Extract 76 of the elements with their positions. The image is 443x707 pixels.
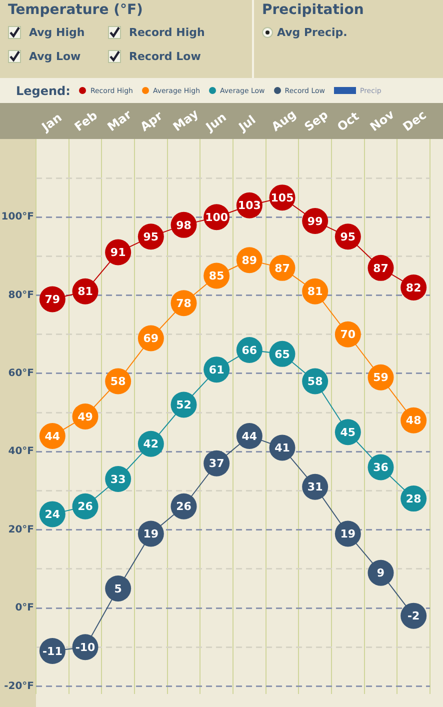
data-label: 105 bbox=[270, 191, 294, 204]
x-tick-label: Aug bbox=[268, 107, 299, 134]
data-label: 52 bbox=[176, 398, 192, 412]
data-label: -10 bbox=[75, 640, 96, 654]
x-tick-label: Nov bbox=[367, 107, 397, 134]
data-label: 91 bbox=[110, 246, 126, 260]
data-label: 82 bbox=[406, 281, 422, 294]
point bbox=[368, 560, 394, 586]
text: Temperature (°F) bbox=[8, 2, 144, 18]
data-label: 78 bbox=[176, 296, 192, 310]
data-label: 42 bbox=[143, 438, 159, 451]
x-tick-label: Feb bbox=[72, 108, 100, 134]
data-label: -11 bbox=[42, 644, 62, 658]
data-label: 58 bbox=[110, 375, 126, 388]
y-tick-label: 0°F bbox=[15, 602, 34, 614]
data-label: 70 bbox=[340, 328, 356, 342]
data-label: 69 bbox=[143, 332, 159, 346]
data-label: 24 bbox=[44, 508, 60, 522]
data-label: 48 bbox=[406, 414, 422, 428]
text: Record High bbox=[129, 26, 205, 38]
data-label: 89 bbox=[242, 254, 258, 267]
data-label: 61 bbox=[208, 363, 224, 376]
data-label: 79 bbox=[44, 293, 60, 306]
data-label: 26 bbox=[78, 500, 94, 514]
data-label: 66 bbox=[242, 344, 258, 357]
data-label: 99 bbox=[307, 214, 323, 228]
data-label: 59 bbox=[373, 371, 388, 384]
data-label: 37 bbox=[208, 457, 224, 470]
text: Legend: bbox=[16, 84, 70, 98]
data-label: 85 bbox=[208, 270, 224, 283]
data-label: 100 bbox=[205, 210, 228, 224]
data-label: 28 bbox=[406, 492, 422, 506]
y-tick-label: 20°F bbox=[8, 524, 34, 536]
data-label: 31 bbox=[307, 480, 323, 494]
x-tick-label: Sep bbox=[302, 107, 331, 134]
point bbox=[105, 575, 132, 602]
data-label: 5 bbox=[114, 582, 122, 596]
data-label: 81 bbox=[307, 285, 323, 298]
x-tick-label: Mar bbox=[104, 107, 134, 134]
data-label: 81 bbox=[78, 285, 93, 298]
data-label: 65 bbox=[274, 348, 290, 361]
text: Avg Precip. bbox=[277, 26, 348, 38]
text: Precipitation bbox=[262, 2, 364, 18]
data-label: 87 bbox=[274, 262, 290, 275]
text: Avg High bbox=[29, 26, 85, 38]
x-tick-label: Jun bbox=[202, 110, 229, 135]
data-label: 95 bbox=[143, 230, 159, 244]
data-label: 87 bbox=[373, 262, 388, 275]
data-label: 41 bbox=[274, 442, 290, 455]
data-label: 103 bbox=[238, 199, 261, 212]
y-tick-label: -20°F bbox=[4, 680, 34, 692]
y-tick-label: 40°F bbox=[8, 446, 34, 458]
text: Avg Low bbox=[29, 50, 81, 62]
x-tick-label: Apr bbox=[138, 108, 166, 134]
data-label: 26 bbox=[176, 500, 192, 514]
data-label: 98 bbox=[176, 218, 192, 232]
data-label: 36 bbox=[373, 461, 389, 474]
y-tick-label: 60°F bbox=[8, 368, 34, 380]
data-label: 33 bbox=[110, 472, 126, 486]
data-label: 49 bbox=[78, 410, 93, 424]
data-label: 95 bbox=[340, 230, 356, 244]
text: Record Low bbox=[129, 50, 201, 62]
y-tick-label: 80°F bbox=[8, 290, 34, 301]
x-tick-label: Jul bbox=[235, 112, 258, 135]
x-tick-label: Dec bbox=[400, 108, 429, 134]
data-label: 44 bbox=[44, 430, 60, 443]
data-label: 19 bbox=[340, 528, 356, 541]
x-tick-label: Jan bbox=[38, 110, 64, 135]
data-label: 45 bbox=[340, 426, 356, 439]
y-tick-label: 100°F bbox=[1, 212, 34, 223]
data-label: 19 bbox=[143, 528, 159, 541]
data-label: -2 bbox=[407, 610, 420, 623]
data-label: 44 bbox=[242, 430, 258, 443]
x-tick-label: Oct bbox=[334, 108, 362, 134]
data-label: 58 bbox=[307, 375, 323, 388]
data-label: 9 bbox=[376, 566, 385, 580]
